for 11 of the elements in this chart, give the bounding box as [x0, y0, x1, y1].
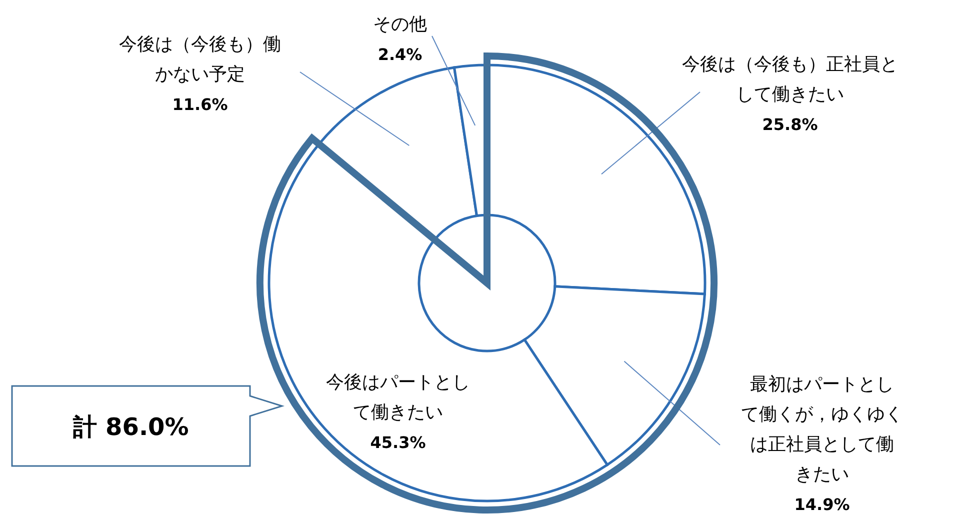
slice-label: 今後はパートとして働きたい: [326, 372, 470, 423]
slice-label: その他: [373, 14, 427, 35]
slice-label: 今後は（今後も）働かない予定: [119, 34, 281, 85]
slice-label: 今後は（今後も）正社員として働きたい: [682, 54, 898, 105]
text: 計 86.0%: [72, 413, 189, 441]
data-label: 11.6%: [172, 95, 228, 114]
data-label: 2.4%: [378, 45, 422, 64]
data-label: 14.9%: [794, 495, 850, 514]
data-label: 45.3%: [370, 433, 426, 452]
data-label: 25.8%: [762, 115, 818, 134]
slice-label: 最初はパートとして働くが，ゆくゆくは正社員として働きたい: [741, 374, 903, 485]
